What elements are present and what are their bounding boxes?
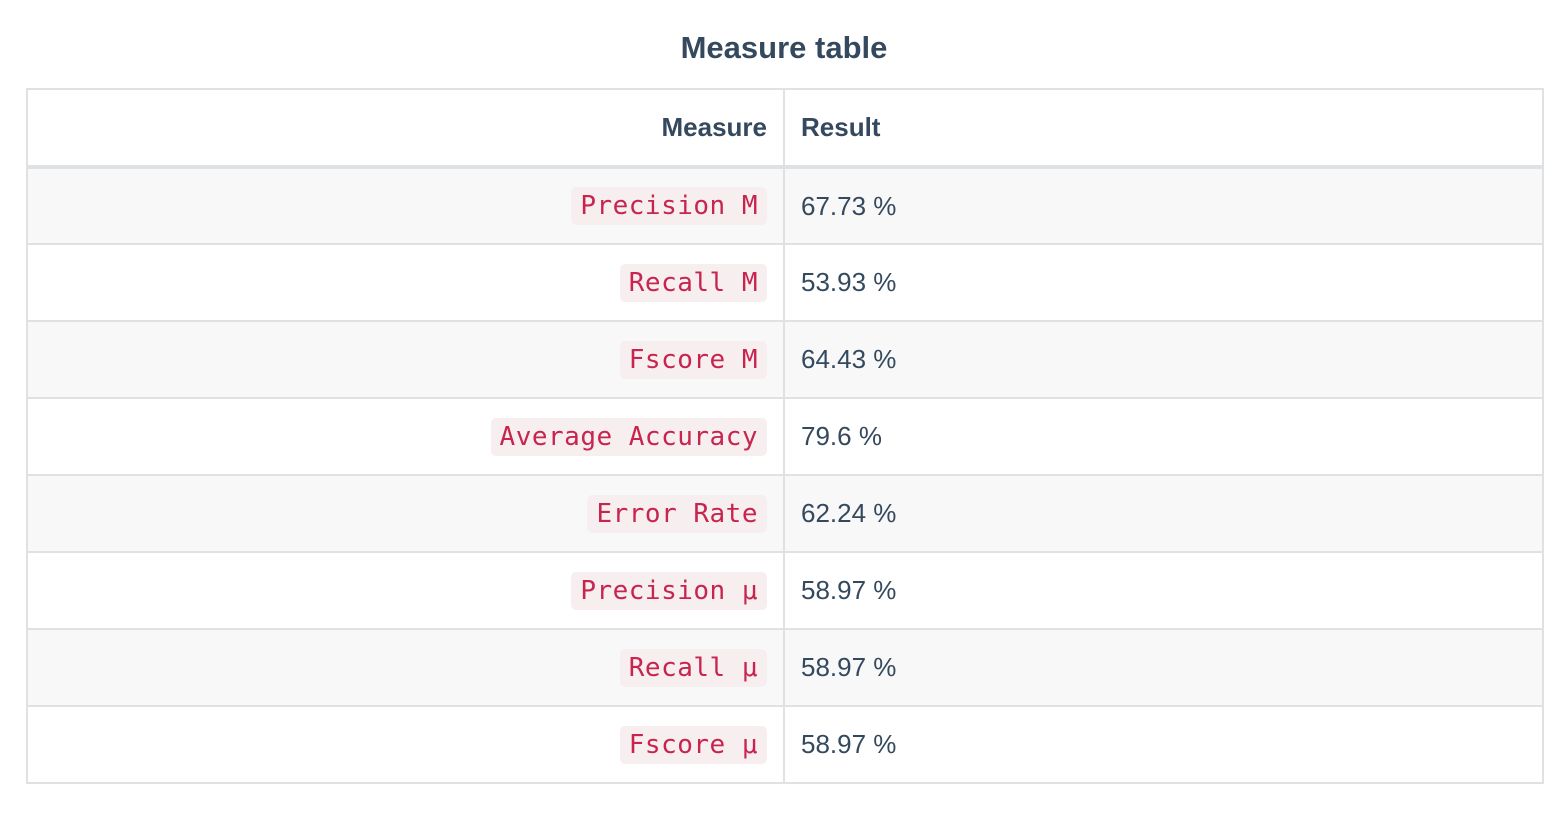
measure-cell: Precision μ	[26, 551, 785, 630]
measure-cell: Average Accuracy	[26, 397, 785, 476]
table-row: Fscore M 64.43 %	[26, 320, 1544, 399]
result-cell: 58.97 %	[783, 628, 1544, 707]
measure-cell: Fscore μ	[26, 705, 785, 784]
result-cell: 64.43 %	[783, 320, 1544, 399]
measure-cell: Error Rate	[26, 474, 785, 553]
table-row: Recall M 53.93 %	[26, 243, 1544, 322]
measure-name: Fscore μ	[619, 725, 767, 764]
measure-cell: Fscore M	[26, 320, 785, 399]
result-cell: 79.6 %	[783, 397, 1544, 476]
measure-name: Recall M	[619, 263, 767, 302]
measure-cell: Precision M	[26, 166, 785, 245]
table-row: Precision μ 58.97 %	[26, 551, 1544, 630]
measure-name: Recall μ	[619, 648, 767, 687]
table-row: Recall μ 58.97 %	[26, 628, 1544, 707]
result-cell: 62.24 %	[783, 474, 1544, 553]
header-result: Result	[783, 88, 1544, 169]
measure-table: Measure Result Precision M 67.73 % Recal…	[26, 88, 1544, 784]
table-header: Measure Result	[26, 88, 1544, 169]
header-measure: Measure	[26, 88, 785, 169]
measure-cell: Recall μ	[26, 628, 785, 707]
measure-name: Fscore M	[619, 340, 767, 379]
result-cell: 58.97 %	[783, 705, 1544, 784]
header-row: Measure Result	[26, 88, 1544, 169]
result-cell: 58.97 %	[783, 551, 1544, 630]
measure-name: Precision μ	[571, 571, 767, 610]
measure-name: Average Accuracy	[490, 417, 767, 456]
table-row: Precision M 67.73 %	[26, 166, 1544, 245]
measure-cell: Recall M	[26, 243, 785, 322]
measure-name: Precision M	[571, 187, 767, 225]
table-caption: Measure table	[680, 30, 888, 65]
table-row: Average Accuracy 79.6 %	[26, 397, 1544, 476]
table-row: Error Rate 62.24 %	[26, 474, 1544, 553]
result-cell: 53.93 %	[783, 243, 1544, 322]
measure-name: Error Rate	[587, 494, 767, 533]
table-row: Fscore μ 58.97 %	[26, 705, 1544, 784]
result-cell: 67.73 %	[783, 166, 1544, 245]
table-body: Precision M 67.73 % Recall M 53.93 % Fsc…	[26, 166, 1544, 784]
